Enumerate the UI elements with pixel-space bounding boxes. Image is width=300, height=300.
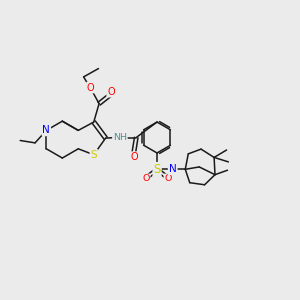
Text: NH: NH xyxy=(113,133,127,142)
Text: O: O xyxy=(164,174,172,183)
Text: N: N xyxy=(169,164,176,174)
Text: S: S xyxy=(90,150,97,160)
Text: O: O xyxy=(130,152,138,162)
Text: O: O xyxy=(142,174,150,183)
Text: S: S xyxy=(153,163,161,176)
Text: N: N xyxy=(43,125,50,135)
Text: O: O xyxy=(107,87,115,97)
Text: O: O xyxy=(87,82,94,93)
